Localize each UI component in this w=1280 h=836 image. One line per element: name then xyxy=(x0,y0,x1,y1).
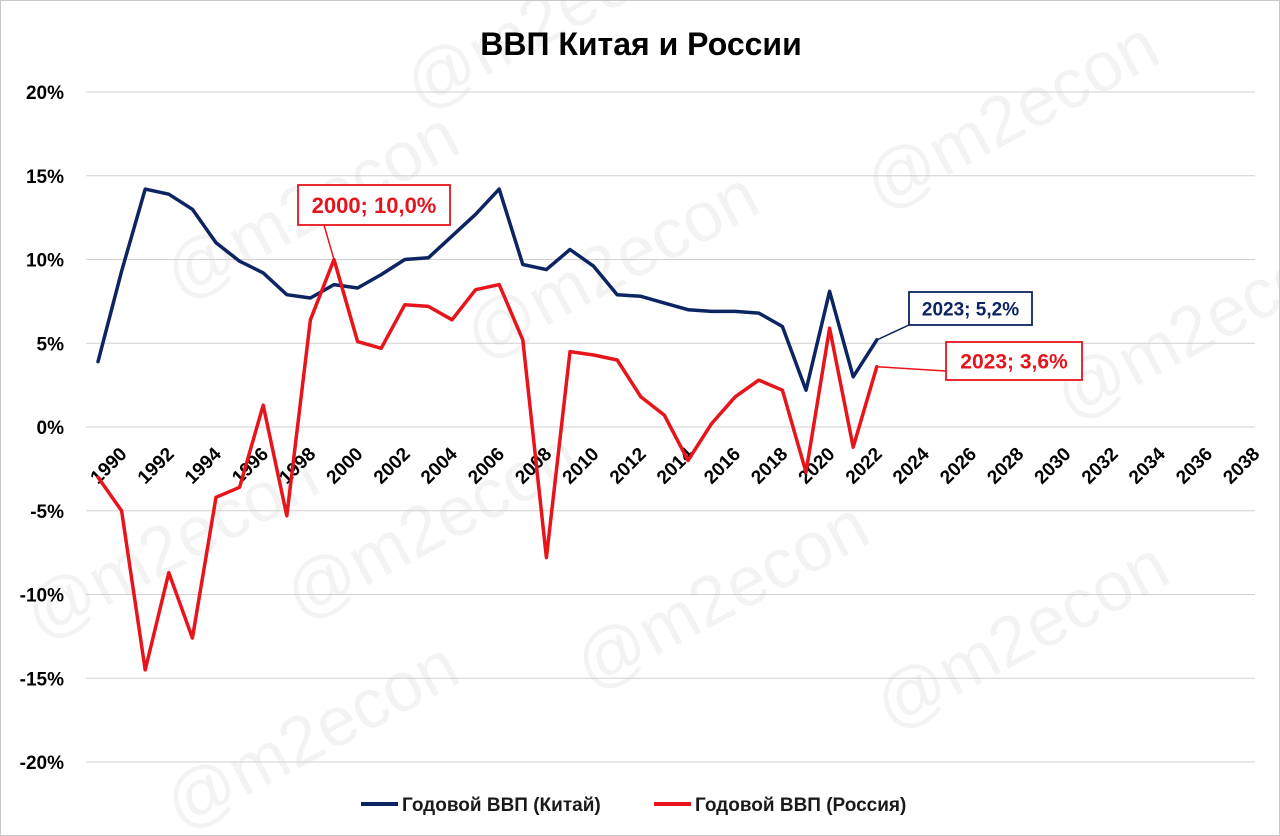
x-tick-label: 2016 xyxy=(700,444,745,489)
y-tick-label: -10% xyxy=(20,586,64,607)
legend: Годовой ВВП (Китай) Годовой ВВП (Россия) xyxy=(361,795,906,816)
series-line-russia xyxy=(96,257,879,672)
annotation-box xyxy=(908,291,1033,326)
x-tick-label: 1990 xyxy=(87,444,132,489)
watermark-layer: @m2econ@m2econ@m2econ@m2econ@m2econ@m2ec… xyxy=(11,1,1279,835)
annotation-leader xyxy=(323,224,335,260)
x-tick-label: 2032 xyxy=(1078,444,1123,489)
x-tick-label: 2018 xyxy=(747,444,792,489)
watermark-text: @m2econ xyxy=(1041,215,1279,434)
y-tick-label: -20% xyxy=(20,753,64,774)
annotations: 2000; 10,0% 2023; 5,2% 2023; 3,6% xyxy=(297,184,1083,381)
series-line-china xyxy=(96,187,879,392)
x-tick-label: 2028 xyxy=(983,444,1028,489)
x-tick-label: 2014 xyxy=(653,443,698,488)
x-tick-label: 2002 xyxy=(370,444,415,489)
annotation-leader xyxy=(876,324,910,341)
legend-label-russia: Годовой ВВП (Россия) xyxy=(695,795,906,816)
x-tick-label: 2024 xyxy=(889,443,934,488)
y-tick-label: 0% xyxy=(37,418,65,439)
chart-title: ВВП Китая и России xyxy=(480,26,802,62)
x-tick-label: 1992 xyxy=(134,444,179,489)
x-tick-label: 2012 xyxy=(606,444,651,489)
annotation-box xyxy=(297,184,451,226)
y-tick-label: 5% xyxy=(37,334,65,355)
series-lines xyxy=(96,187,879,672)
y-tick-label: -15% xyxy=(20,669,64,690)
annotation-label: 2023; 3,6% xyxy=(960,351,1068,374)
y-tick-label: 15% xyxy=(26,167,64,188)
annotation-label: 2023; 5,2% xyxy=(922,299,1019,320)
y-tick-label: 10% xyxy=(26,251,64,272)
x-tick-label: 2030 xyxy=(1031,444,1076,489)
x-tick-label: 2022 xyxy=(842,444,887,489)
watermark-text: @m2econ xyxy=(851,5,1170,224)
y-axis-ticks: -20% -15% -10% -5% 0% 5% 10% 15% 20% xyxy=(20,83,64,774)
annotation-box xyxy=(945,341,1083,381)
x-tick-label: 2000 xyxy=(323,444,368,489)
gridlines xyxy=(86,91,1255,763)
watermark-text: @m2econ xyxy=(861,525,1180,744)
y-tick-label: -5% xyxy=(30,502,64,523)
x-tick-label: 2038 xyxy=(1219,444,1264,489)
x-tick-label: 2036 xyxy=(1172,444,1217,489)
x-tick-label: 2034 xyxy=(1125,443,1170,488)
annotation-label: 2000; 10,0% xyxy=(312,193,437,218)
x-tick-label: 2026 xyxy=(936,444,981,489)
annotation-leader xyxy=(876,365,947,372)
legend-label-china: Годовой ВВП (Китай) xyxy=(402,795,601,816)
y-tick-label: 20% xyxy=(26,83,64,104)
